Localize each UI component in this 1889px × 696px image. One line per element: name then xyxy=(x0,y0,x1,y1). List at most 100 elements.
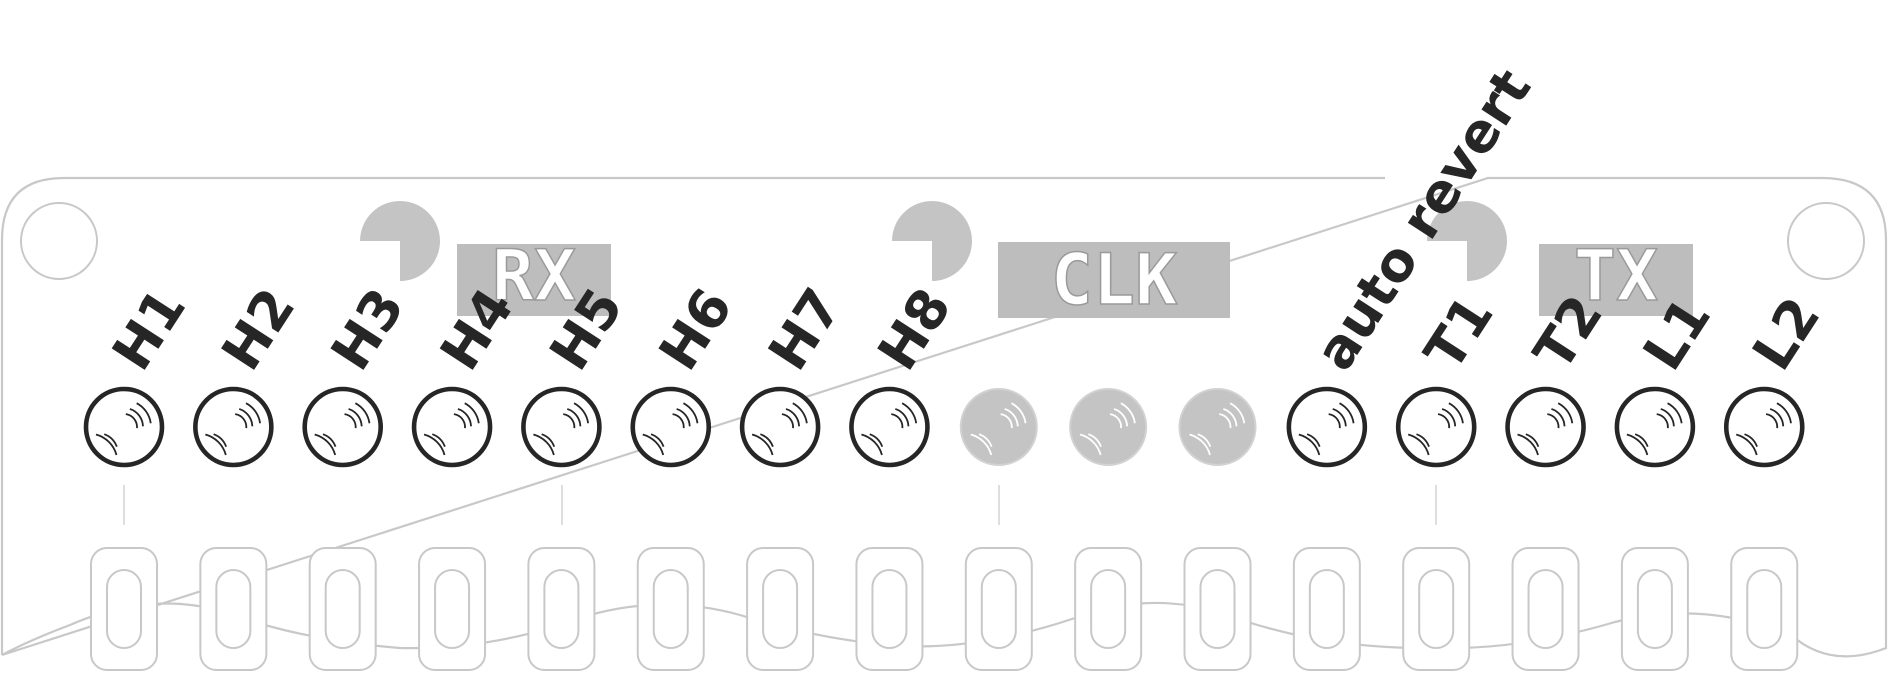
led-ring xyxy=(193,386,274,468)
led-reflection xyxy=(891,413,904,429)
led-reflection xyxy=(1547,413,1560,429)
led-reflection xyxy=(213,433,228,448)
connector-pad-slot xyxy=(1418,569,1455,649)
mounting-hole-right xyxy=(1787,202,1865,280)
led-reflection xyxy=(322,433,337,448)
connector-pad xyxy=(308,547,377,671)
silk-tx: TX xyxy=(1427,201,1693,318)
led-reflection xyxy=(894,408,910,427)
led-reflection xyxy=(344,413,357,429)
connector-pad-slot xyxy=(434,569,471,649)
led-reflection xyxy=(1306,433,1321,448)
silk-tx-block xyxy=(1539,244,1693,316)
led-reflection xyxy=(1735,433,1758,456)
led-ring xyxy=(849,386,930,468)
led-ring xyxy=(83,386,165,468)
led-reflection xyxy=(1219,413,1232,429)
led-reflection xyxy=(129,408,144,427)
led-L1 xyxy=(1614,386,1696,468)
led-reflection xyxy=(1197,433,1212,448)
led-reflection xyxy=(781,413,794,429)
connector-pad-slot xyxy=(1527,569,1564,649)
connector-pad-slot xyxy=(324,569,361,649)
label-H1: H1 xyxy=(100,277,198,381)
led-reflection xyxy=(1113,408,1129,427)
led-reflection xyxy=(573,402,590,424)
led-reflection xyxy=(1437,413,1451,429)
connector-pads xyxy=(90,547,1799,671)
led-reflection xyxy=(970,433,993,456)
led-reflection xyxy=(103,433,118,448)
led-ring xyxy=(959,388,1038,466)
connector-pad-slot xyxy=(652,569,689,649)
connector-pad xyxy=(855,547,924,671)
led-reflection xyxy=(1079,433,1102,456)
led-H1 xyxy=(83,386,165,468)
led-reflection xyxy=(869,433,884,448)
led-reflection xyxy=(453,413,466,429)
connector-pad xyxy=(1620,547,1689,671)
led-reflection xyxy=(682,402,699,424)
led-reflection xyxy=(1626,433,1649,456)
led-reflection xyxy=(457,408,472,427)
connector-pad-slot xyxy=(1308,569,1345,649)
led-reflection xyxy=(760,433,774,448)
connector-pad-slot xyxy=(762,569,799,649)
led-H3 xyxy=(302,386,384,468)
led-ring xyxy=(1614,386,1696,468)
led-reflection xyxy=(676,408,691,427)
led-ring xyxy=(1723,386,1805,468)
led-reflection xyxy=(1004,408,1019,427)
connector-pad xyxy=(199,547,268,671)
led-reflection xyxy=(1667,402,1683,424)
led-ring xyxy=(1395,386,1477,468)
led-reflection xyxy=(423,433,446,456)
led-ring xyxy=(302,386,384,468)
led-reflection xyxy=(1517,433,1539,456)
led-reflection xyxy=(1011,402,1027,424)
led-L2 xyxy=(1723,386,1805,468)
led-reflection xyxy=(234,413,248,429)
led-row xyxy=(83,386,1805,468)
led-blank3 xyxy=(1178,388,1257,466)
connector-pad-slot xyxy=(106,569,142,649)
connector-pad-slot xyxy=(1746,569,1783,649)
mounting-hole-left xyxy=(20,202,98,280)
led-reflection xyxy=(1776,402,1792,424)
label-H8: H8 xyxy=(866,277,964,381)
led-H8 xyxy=(849,386,930,468)
led-reflection xyxy=(1765,413,1779,429)
led-H5 xyxy=(521,386,602,468)
led-reflection xyxy=(125,413,138,429)
led-reflection xyxy=(650,433,665,448)
led-ring xyxy=(1505,386,1586,468)
led-reflection xyxy=(245,402,261,424)
led-reflection xyxy=(1448,402,1464,424)
led-reflection xyxy=(348,408,363,427)
connector-pad xyxy=(1183,547,1252,671)
label-H6: H6 xyxy=(647,277,745,381)
led-H7 xyxy=(739,386,821,468)
led-reflection xyxy=(1634,433,1649,448)
led-reflection xyxy=(1223,408,1238,427)
label-H3: H3 xyxy=(319,277,417,381)
led-blank2 xyxy=(1069,388,1148,466)
led-reflection xyxy=(792,402,808,424)
led-ring xyxy=(630,386,712,468)
label-T1: T1 xyxy=(1412,284,1505,381)
connector-pad-slot xyxy=(543,569,580,649)
label-H7: H7 xyxy=(756,277,854,381)
connector-pad xyxy=(1511,547,1580,671)
led-reflection xyxy=(901,402,918,424)
led-reflection xyxy=(95,433,118,456)
led-H6 xyxy=(630,386,712,468)
led-ring xyxy=(411,386,493,468)
led-reflection xyxy=(1656,413,1669,429)
led-reflection xyxy=(1298,433,1321,456)
connector-pad-slot xyxy=(215,569,252,649)
led-reflection xyxy=(1109,413,1123,429)
led-reflection xyxy=(205,433,227,456)
silk-tx-text: TX xyxy=(1574,235,1658,317)
connector-pad xyxy=(1730,547,1799,671)
led-reflection xyxy=(1525,433,1540,448)
